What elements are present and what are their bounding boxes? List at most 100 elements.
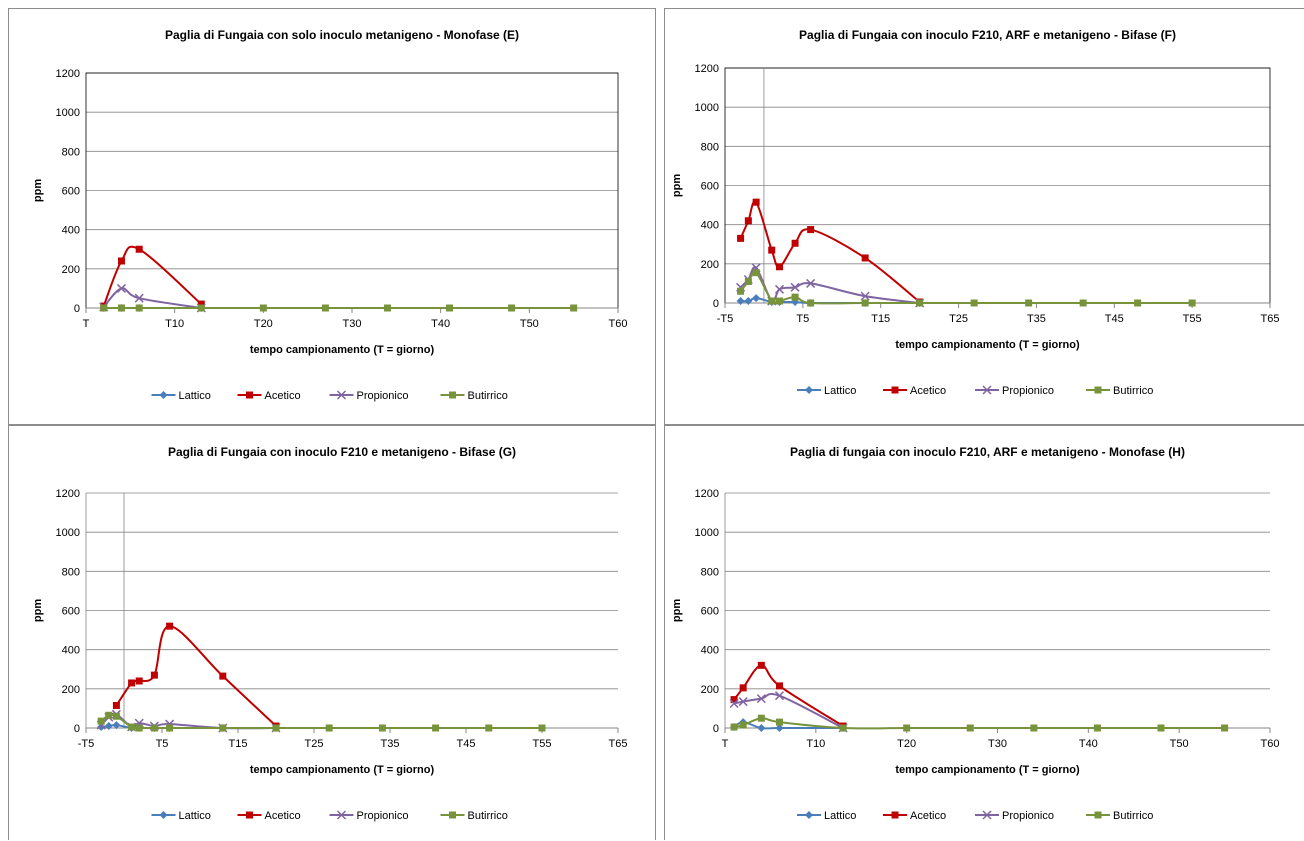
- data-point-butirrico: [839, 724, 847, 732]
- data-point-acetico: [744, 217, 752, 225]
- data-point-butirrico: [485, 724, 493, 732]
- x-tick-label: T15: [871, 313, 890, 325]
- data-point-butirrico: [1079, 299, 1087, 307]
- x-tick-label: T65: [1261, 313, 1280, 325]
- y-tick-label: 400: [62, 645, 80, 657]
- data-point-butirrico: [916, 299, 924, 307]
- chart-f-svg: Paglia di Fungaia con inoculo F210, ARF …: [671, 28, 1280, 397]
- data-point-butirrico: [570, 304, 578, 312]
- x-tick-label: T10: [165, 318, 184, 330]
- x-axis-title: tempo campionamento (T = giorno): [895, 339, 1080, 351]
- data-point-butirrico: [1025, 299, 1033, 307]
- series-line-propionico: [102, 287, 202, 309]
- data-point-butirrico: [259, 304, 267, 312]
- data-point-butirrico: [135, 724, 143, 732]
- data-point-propionico: [729, 698, 739, 709]
- legend-label: Propionico: [1002, 810, 1054, 822]
- legend-marker: [159, 391, 168, 399]
- data-point-acetico: [752, 198, 760, 206]
- x-tick-label: T30: [988, 738, 1007, 750]
- data-point-butirrico: [807, 299, 815, 307]
- series-butirrico: [97, 711, 546, 732]
- data-point-acetico: [739, 684, 747, 692]
- data-point-acetico: [117, 257, 125, 265]
- data-point-butirrico: [128, 723, 136, 731]
- x-axis-title: tempo campionamento (T = giorno): [895, 764, 1080, 776]
- data-point-lattico: [97, 723, 106, 732]
- legend-label: Acetico: [910, 810, 946, 822]
- legend-label: Propionico: [1002, 385, 1054, 397]
- data-point-butirrico: [325, 724, 333, 732]
- legend-item-acetico: Acetico: [237, 390, 301, 402]
- y-tick-label: 600: [701, 606, 719, 618]
- y-tick-label: 0: [74, 723, 80, 735]
- series-line-butirrico: [739, 270, 1193, 305]
- data-point-butirrico: [166, 724, 174, 732]
- data-point-butirrico: [768, 297, 776, 305]
- y-tick-label: 1000: [56, 527, 80, 539]
- y-tick-label: 0: [713, 298, 719, 310]
- legend-marker: [805, 386, 813, 394]
- legend-item-propionico: Propionico: [975, 385, 1054, 397]
- data-point-butirrico: [383, 304, 391, 312]
- legend-marker: [336, 390, 347, 400]
- data-point-butirrico: [378, 724, 386, 732]
- legend-item-propionico: Propionico: [329, 390, 409, 402]
- data-point-butirrico: [1030, 724, 1038, 732]
- legend-label: Acetico: [265, 810, 301, 822]
- x-tick-label: T45: [457, 738, 476, 750]
- data-point-butirrico: [1221, 724, 1229, 732]
- data-point-butirrico: [737, 287, 745, 295]
- data-point-butirrico: [861, 299, 869, 307]
- data-point-propionico: [738, 697, 748, 707]
- chart-title: Paglia di fungaia con inoculo F210, ARF …: [790, 445, 1185, 459]
- y-tick-label: 1000: [56, 107, 80, 119]
- x-tick-label: T40: [431, 318, 450, 330]
- y-tick-label: 200: [62, 684, 80, 696]
- y-tick-label: 800: [62, 566, 80, 578]
- chart-title: Paglia di Fungaia con inoculo F210, ARF …: [799, 28, 1176, 42]
- data-point-butirrico: [112, 712, 120, 720]
- y-tick-label: 600: [701, 181, 719, 193]
- data-point-lattico: [744, 297, 753, 306]
- x-tick-label: T5: [796, 313, 809, 325]
- data-point-lattico: [775, 724, 784, 732]
- chart-panel-g: Paglia di Fungaia con inoculo F210 e met…: [8, 425, 656, 840]
- x-tick-label: T25: [305, 738, 324, 750]
- legend-label: Lattico: [179, 810, 211, 822]
- y-tick-label: 200: [701, 259, 719, 271]
- data-point-butirrico: [538, 724, 546, 732]
- legend-marker: [891, 386, 899, 394]
- data-point-lattico: [736, 297, 745, 306]
- data-point-butirrico: [730, 723, 738, 731]
- series-line-acetico: [733, 664, 844, 727]
- data-point-butirrico: [446, 304, 454, 312]
- legend-marker: [805, 811, 813, 819]
- legend-marker: [159, 811, 168, 819]
- data-point-butirrico: [970, 299, 978, 307]
- legend-marker: [449, 391, 456, 399]
- legend-label: Acetico: [265, 390, 301, 402]
- legend-marker: [449, 811, 456, 819]
- legend-marker: [246, 811, 253, 819]
- data-point-butirrico: [150, 724, 158, 732]
- y-tick-label: 1200: [56, 488, 80, 500]
- x-tick-label: T25: [949, 313, 968, 325]
- y-tick-label: 1200: [695, 63, 719, 75]
- data-point-butirrico: [100, 304, 108, 312]
- data-point-butirrico: [744, 277, 752, 285]
- legend-label: Propionico: [357, 390, 409, 402]
- data-point-propionico: [774, 284, 785, 294]
- legend-marker: [1094, 811, 1102, 819]
- legend-item-butirrico: Butirrico: [1086, 810, 1153, 822]
- series-butirrico: [100, 304, 578, 312]
- x-tick-label: T20: [254, 318, 273, 330]
- x-tick-label: T35: [1027, 313, 1046, 325]
- y-tick-label: 0: [713, 723, 719, 735]
- legend-marker: [336, 810, 347, 820]
- legend-label: Lattico: [179, 390, 211, 402]
- chart-panel-f: Paglia di Fungaia con inoculo F210, ARF …: [664, 8, 1304, 425]
- legend-item-butirrico: Butirrico: [1086, 385, 1153, 397]
- legend-label: Butirrico: [468, 810, 508, 822]
- x-axis-title: tempo campionamento (T = giorno): [250, 764, 435, 776]
